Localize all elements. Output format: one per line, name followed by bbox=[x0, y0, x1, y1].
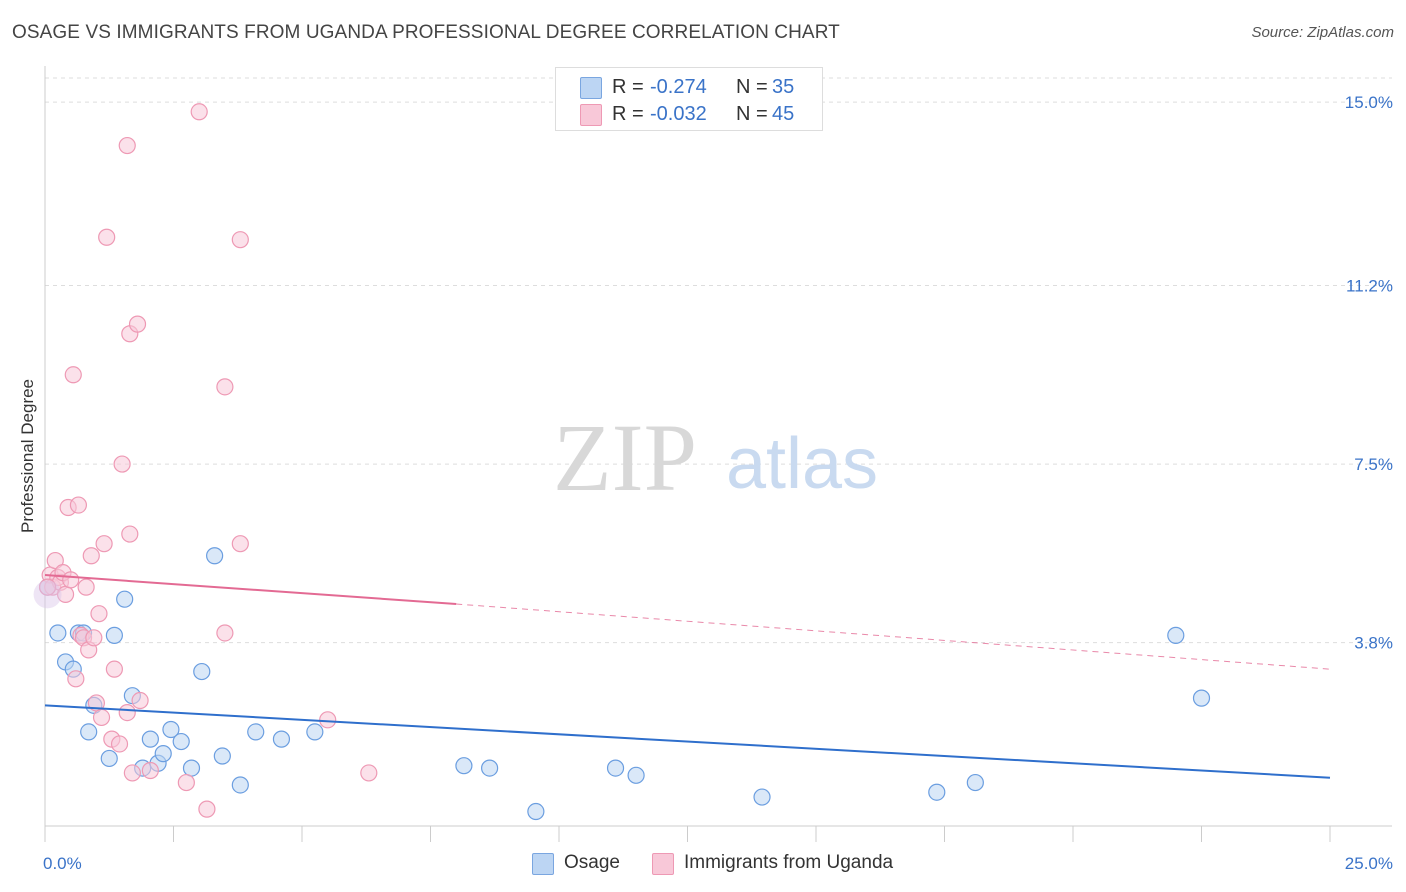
legend-n-label: N = bbox=[736, 76, 768, 98]
watermark: ZIP atlas bbox=[553, 404, 878, 511]
overlap-point bbox=[33, 580, 62, 609]
uganda-point bbox=[77, 578, 95, 596]
osage-point bbox=[928, 783, 946, 801]
trend-lines bbox=[44, 574, 1331, 779]
uganda-point bbox=[118, 136, 136, 155]
legend-n-label: N = bbox=[736, 103, 768, 125]
uganda-point bbox=[46, 551, 64, 570]
osage-point bbox=[527, 802, 545, 821]
osage-point bbox=[206, 547, 224, 565]
osage-point bbox=[247, 723, 265, 741]
osage-point bbox=[141, 730, 159, 748]
uganda-trend-extension bbox=[456, 603, 1331, 670]
legend-r-label: R = bbox=[612, 103, 644, 125]
uganda-point bbox=[319, 711, 337, 729]
uganda-point bbox=[62, 571, 80, 589]
bottom-legend-swatch-uganda bbox=[652, 853, 674, 875]
osage-point bbox=[1167, 626, 1185, 644]
osage-point bbox=[455, 757, 473, 775]
uganda-point bbox=[67, 670, 85, 688]
legend-n-value-osage: 35 bbox=[772, 76, 795, 98]
y-tick-label: 15.0% bbox=[1345, 93, 1393, 112]
data-points bbox=[33, 103, 1211, 821]
uganda-point bbox=[190, 103, 208, 121]
osage-trend-line bbox=[44, 704, 1331, 779]
osage-point bbox=[481, 759, 499, 777]
y-tick-label: 7.5% bbox=[1354, 455, 1393, 474]
osage-point bbox=[154, 745, 172, 763]
osage-point bbox=[105, 626, 123, 644]
uganda-point bbox=[198, 800, 216, 818]
uganda-point bbox=[360, 764, 378, 782]
bottom-legend-label-osage: Osage bbox=[564, 852, 620, 873]
osage-point bbox=[1192, 689, 1211, 707]
osage-point bbox=[753, 788, 771, 806]
uganda-point bbox=[92, 708, 111, 727]
osage-point bbox=[182, 759, 201, 777]
uganda-point bbox=[110, 735, 129, 753]
osage-point bbox=[306, 723, 324, 741]
osage-point bbox=[80, 723, 98, 741]
watermark-atlas: atlas bbox=[726, 424, 878, 504]
uganda-point bbox=[82, 547, 100, 565]
uganda-point bbox=[216, 624, 234, 642]
uganda-point bbox=[64, 366, 82, 384]
osage-point bbox=[966, 773, 984, 792]
legend-r-value-uganda: -0.032 bbox=[650, 103, 707, 125]
axes bbox=[44, 66, 1392, 842]
osage-point bbox=[162, 720, 180, 739]
legend-r-value-osage: -0.274 bbox=[650, 76, 707, 98]
uganda-point bbox=[123, 764, 141, 782]
grid-lines bbox=[45, 77, 1392, 644]
uganda-point bbox=[131, 691, 149, 710]
osage-point bbox=[172, 732, 190, 751]
uganda-point bbox=[38, 578, 57, 596]
osage-point bbox=[231, 776, 249, 794]
uganda-point bbox=[177, 773, 195, 792]
uganda-point bbox=[121, 525, 139, 543]
legend-n-value-uganda: 45 bbox=[772, 103, 795, 125]
uganda-trend-line bbox=[44, 574, 457, 606]
legend-swatch-osage bbox=[580, 77, 602, 99]
osage-point bbox=[213, 747, 231, 765]
uganda-point bbox=[216, 378, 234, 396]
tick-labels: 3.8% 7.5% 11.2% 15.0% 0.0% 25.0% bbox=[43, 93, 1393, 873]
uganda-point bbox=[69, 496, 88, 514]
uganda-point bbox=[90, 605, 108, 623]
uganda-point bbox=[85, 629, 103, 647]
uganda-point bbox=[141, 761, 159, 780]
legend-r-label: R = bbox=[612, 76, 644, 98]
x-tick-label-min: 0.0% bbox=[43, 854, 82, 873]
x-tick-label-max: 25.0% bbox=[1345, 854, 1393, 873]
uganda-point bbox=[128, 315, 147, 333]
bottom-legend-label-uganda: Immigrants from Uganda bbox=[684, 852, 894, 873]
osage-point bbox=[100, 749, 118, 768]
osage-point bbox=[193, 662, 211, 681]
uganda-point bbox=[95, 535, 113, 553]
source-label: Source: ZipAtlas.com bbox=[1251, 24, 1394, 41]
uganda-point bbox=[118, 703, 136, 722]
uganda-point bbox=[98, 228, 116, 246]
bottom-legend-swatch-osage bbox=[532, 853, 554, 875]
uganda-point bbox=[105, 660, 123, 678]
watermark-zip: ZIP bbox=[553, 404, 697, 511]
y-axis-label: Professional Degree bbox=[18, 378, 37, 534]
osage-point bbox=[606, 759, 625, 777]
osage-point bbox=[627, 766, 645, 784]
osage-point bbox=[49, 624, 67, 642]
legend-swatch-uganda bbox=[580, 104, 602, 126]
uganda-point bbox=[113, 455, 131, 473]
osage-point bbox=[116, 590, 134, 608]
uganda-point bbox=[231, 231, 249, 249]
y-tick-label: 11.2% bbox=[1346, 277, 1393, 296]
uganda-point bbox=[231, 535, 249, 553]
chart-title: OSAGE VS IMMIGRANTS FROM UGANDA PROFESSI… bbox=[12, 22, 840, 43]
stats-legend: R = -0.274 N = 35 R = -0.032 N = 45 bbox=[555, 67, 823, 131]
osage-point bbox=[272, 730, 291, 748]
y-tick-label: 3.8% bbox=[1354, 634, 1393, 653]
